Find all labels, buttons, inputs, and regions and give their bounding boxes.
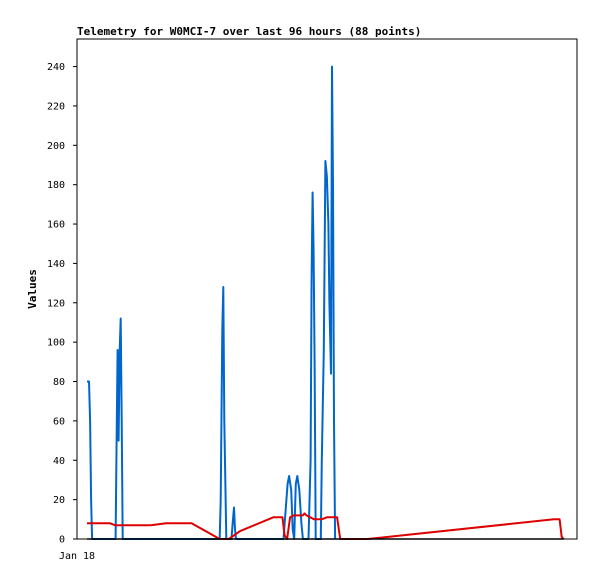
- y-tick-label: 40: [53, 456, 65, 467]
- y-axis: 0 20 40 60 80 100 120 140 160 180 200 220 240: [47, 62, 77, 546]
- y-axis-label: Values: [26, 269, 39, 309]
- y-tick-label: 220: [47, 101, 65, 112]
- y-tick-label: 0: [59, 535, 65, 546]
- y-tick-label: 60: [53, 416, 65, 427]
- chart-title: Telemetry for W0MCI-7 over last 96 hours…: [77, 25, 421, 38]
- series-group: [87, 65, 565, 540]
- y-tick-label: 20: [53, 495, 65, 506]
- y-tick-label: 100: [47, 338, 65, 349]
- y-tick-label: 80: [53, 377, 65, 388]
- series-line-1: [87, 65, 337, 540]
- y-tick-label: 120: [47, 298, 65, 309]
- y-tick-label: 140: [47, 259, 65, 270]
- y-tick-label: 200: [47, 141, 65, 152]
- x-tick-label: Jan 18: [59, 551, 95, 562]
- x-axis: Jan 18: [59, 551, 95, 562]
- y-tick-label: 240: [47, 62, 65, 73]
- plot-area: [76, 38, 578, 540]
- y-tick-label: 180: [47, 180, 65, 191]
- y-tick-label: 160: [47, 220, 65, 231]
